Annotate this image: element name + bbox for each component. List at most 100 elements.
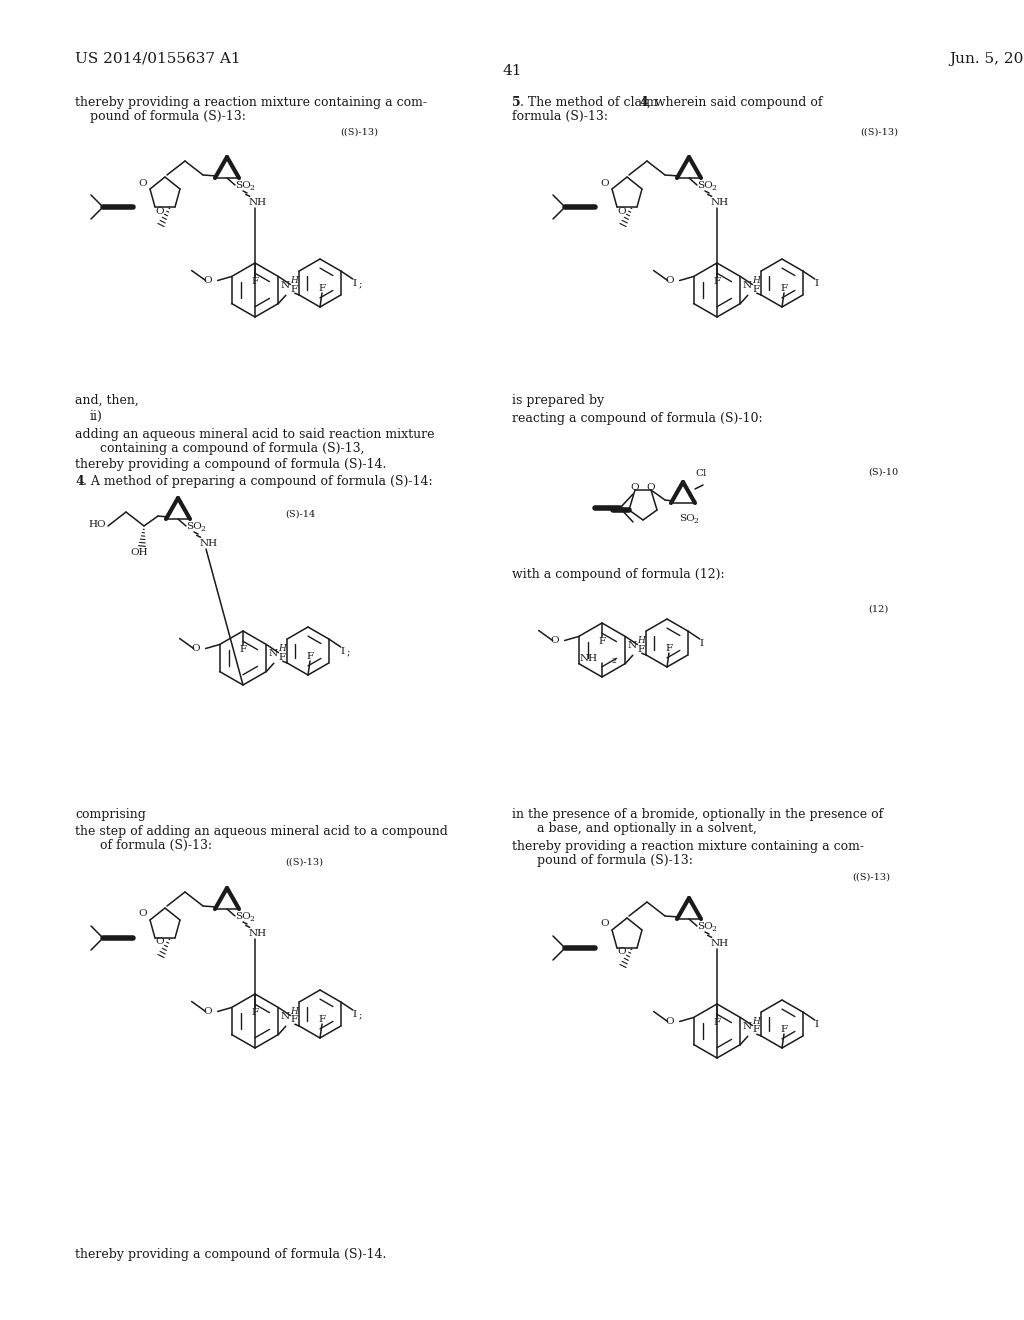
Text: O: O [601,178,609,187]
Text: O: O [191,644,200,653]
Text: O: O [156,937,164,946]
Text: H: H [752,1016,760,1026]
Text: I: I [699,639,703,648]
Text: O: O [138,909,147,919]
Text: N: N [628,640,636,649]
Text: F: F [252,277,259,286]
Text: ((S)-13): ((S)-13) [860,128,898,137]
Text: (12): (12) [868,605,888,614]
Text: (S)-14: (S)-14 [285,510,315,519]
Text: containing a compound of formula (S)-13,: containing a compound of formula (S)-13, [100,442,365,455]
Text: 2: 2 [711,183,716,191]
Text: SO: SO [186,521,202,531]
Text: ((S)-13): ((S)-13) [285,858,323,867]
Text: 4: 4 [639,96,648,110]
Text: HO: HO [88,520,105,529]
Text: 2: 2 [200,525,205,533]
Text: 2: 2 [249,915,254,923]
Text: N: N [268,648,278,657]
Text: F: F [252,1008,259,1016]
Text: N: N [281,1011,290,1020]
Text: SO: SO [234,181,251,190]
Text: pound of formula (S)-13:: pound of formula (S)-13: [90,110,246,123]
Text: H: H [290,276,298,285]
Text: F: F [291,1015,298,1024]
Text: 2: 2 [611,657,615,665]
Text: 2: 2 [693,517,698,525]
Text: 4: 4 [75,475,84,488]
Text: O: O [631,483,639,491]
Text: O: O [156,206,164,215]
Text: O: O [138,178,147,187]
Text: SO: SO [679,513,694,523]
Text: F: F [291,285,298,293]
Text: adding an aqueous mineral acid to said reaction mixture: adding an aqueous mineral acid to said r… [75,428,434,441]
Text: I: I [353,1010,357,1019]
Text: . The method of claim: . The method of claim [520,96,662,110]
Text: the step of adding an aqueous mineral acid to a compound: the step of adding an aqueous mineral ac… [75,825,447,838]
Text: with a compound of formula (12):: with a compound of formula (12): [512,568,725,581]
Text: 41: 41 [502,63,522,78]
Text: (S)-10: (S)-10 [868,469,898,477]
Text: thereby providing a reaction mixture containing a com-: thereby providing a reaction mixture con… [512,840,864,853]
Text: US 2014/0155637 A1: US 2014/0155637 A1 [75,51,241,66]
Text: H: H [752,276,760,285]
Text: SO: SO [234,912,251,921]
Text: 2: 2 [249,183,254,191]
Text: F: F [780,284,787,293]
Text: ;: ; [358,279,362,288]
Text: N: N [281,281,290,290]
Text: ii): ii) [90,411,102,422]
Text: F: F [753,285,760,293]
Text: F: F [753,1026,760,1035]
Text: H: H [637,636,645,644]
Text: NH: NH [711,939,729,948]
Text: O: O [647,483,655,491]
Text: H: H [290,1007,298,1016]
Text: , wherein said compound of: , wherein said compound of [647,96,822,110]
Text: OH: OH [130,548,147,557]
Text: formula (S)-13:: formula (S)-13: [512,110,608,123]
Text: ;: ; [347,647,350,656]
Text: 2: 2 [711,925,716,933]
Text: NH: NH [249,198,267,207]
Text: O: O [203,1007,212,1016]
Text: F: F [279,652,286,661]
Text: reacting a compound of formula (S)-10:: reacting a compound of formula (S)-10: [512,412,763,425]
Text: H: H [278,644,286,653]
Text: F: F [240,645,247,653]
Text: SO: SO [697,921,713,931]
Text: F: F [598,638,605,645]
Text: F: F [306,652,313,661]
Text: F: F [714,1018,721,1027]
Text: 5: 5 [512,96,520,110]
Text: I: I [815,1020,819,1030]
Text: Cl: Cl [695,469,707,478]
Text: O: O [617,948,627,957]
Text: I: I [815,279,819,288]
Text: O: O [665,1016,674,1026]
Text: O: O [203,276,212,285]
Text: NH: NH [580,653,598,663]
Text: a base, and optionally in a solvent,: a base, and optionally in a solvent, [537,822,757,836]
Text: NH: NH [711,198,729,207]
Text: F: F [318,1015,326,1024]
Text: pound of formula (S)-13:: pound of formula (S)-13: [537,854,693,867]
Text: N: N [742,1022,752,1031]
Text: thereby providing a reaction mixture containing a com-: thereby providing a reaction mixture con… [75,96,427,110]
Text: I: I [341,647,345,656]
Text: and, then,: and, then, [75,393,138,407]
Text: F: F [666,644,673,653]
Text: Jun. 5, 2014: Jun. 5, 2014 [949,51,1024,66]
Text: O: O [665,276,674,285]
Text: of formula (S)-13:: of formula (S)-13: [100,840,212,851]
Text: NH: NH [249,929,267,939]
Text: O: O [617,206,627,215]
Text: F: F [318,284,326,293]
Text: thereby providing a compound of formula (S)-14.: thereby providing a compound of formula … [75,458,386,471]
Text: O: O [601,920,609,928]
Text: I: I [353,279,357,288]
Text: F: F [714,277,721,286]
Text: thereby providing a compound of formula (S)-14.: thereby providing a compound of formula … [75,1247,386,1261]
Text: F: F [780,1026,787,1034]
